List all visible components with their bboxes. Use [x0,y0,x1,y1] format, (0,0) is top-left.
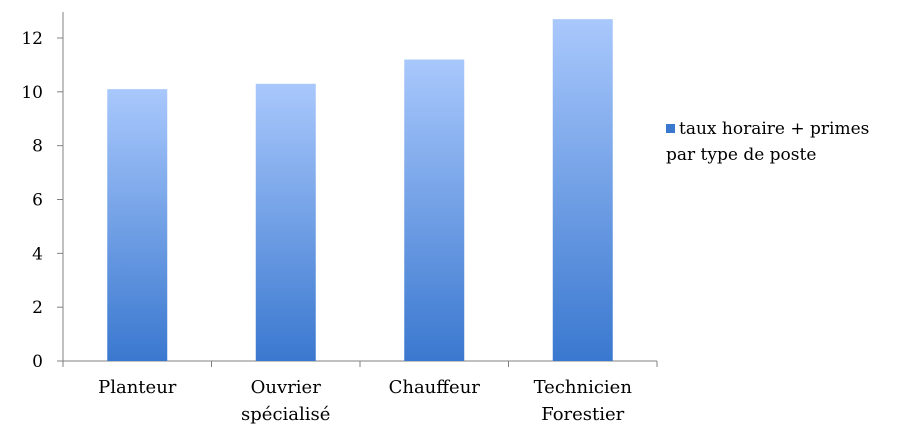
y-tick-label: 8 [32,137,43,157]
legend-label: taux horaire + primes par type de poste [666,119,869,165]
y-tick-label: 0 [32,352,43,372]
bar [255,83,316,361]
bars [107,19,613,362]
y-axis: 0 2 4 6 8 10 12 [21,12,64,372]
legend-swatch [666,124,675,133]
x-category-label: Ouvrier spécialisé [241,377,330,425]
legend: taux horaire + primes par type de poste [666,119,869,165]
x-axis: Planteur Ouvrier spécialisé Chauffeur Techni… [57,360,658,425]
y-tick-label: 2 [32,298,43,318]
bar [404,59,465,362]
bar [552,19,613,362]
y-tick-label: 10 [21,83,43,103]
x-category-label: Chauffeur [389,377,481,398]
x-category-label: Technicien Forestier [534,377,633,425]
x-category-label: Planteur [98,377,177,398]
bar [107,89,168,362]
y-tick-label: 6 [32,191,43,211]
y-tick-label: 12 [21,29,43,49]
y-tick-label: 4 [32,244,43,264]
